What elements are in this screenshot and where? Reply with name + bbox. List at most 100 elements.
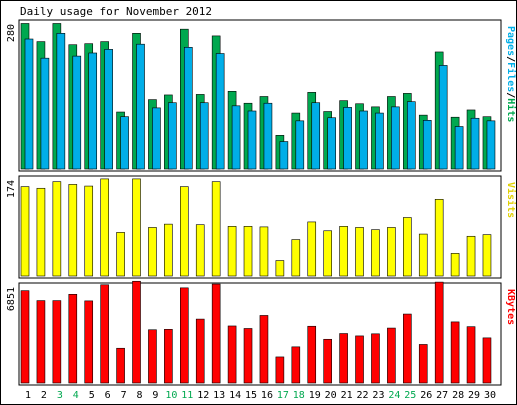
day-label: 10 xyxy=(165,390,177,401)
files-bar xyxy=(136,43,145,170)
day-label: 21 xyxy=(341,390,353,401)
files-bar xyxy=(88,52,98,170)
files-bar xyxy=(247,110,257,170)
chart-title: Daily usage for November 2012 xyxy=(20,5,212,18)
kbytes-bar xyxy=(211,283,221,384)
files-bar xyxy=(263,102,273,170)
files-bar xyxy=(152,107,161,170)
day-label: 27 xyxy=(436,390,448,401)
visits-legend: Visits xyxy=(505,182,517,218)
day-label: 17 xyxy=(277,390,289,401)
files-bar xyxy=(438,65,448,170)
kbytes-bar xyxy=(52,300,62,384)
day-label: 29 xyxy=(468,390,480,401)
day-label: 2 xyxy=(41,390,47,401)
kbytes-bar xyxy=(339,333,348,384)
day-label: 14 xyxy=(229,390,241,401)
day-label: 22 xyxy=(357,390,369,401)
kbytes-bar xyxy=(482,337,492,384)
files-bar xyxy=(486,120,496,170)
visits-bar xyxy=(164,223,173,277)
kbytes-bar xyxy=(403,313,412,384)
kbytes-bar xyxy=(100,284,109,384)
day-label: 11 xyxy=(181,390,193,401)
files-bar xyxy=(104,49,113,170)
files-bar xyxy=(215,53,225,170)
kbytes-bar xyxy=(434,281,444,384)
day-label: 7 xyxy=(121,390,127,401)
visits-bar xyxy=(36,187,46,277)
files-bar xyxy=(391,106,400,170)
day-label: 25 xyxy=(404,390,416,401)
files-bar xyxy=(24,38,34,170)
y-max-label: 6851 xyxy=(6,287,17,311)
visits-bar xyxy=(227,226,237,277)
kbytes-bar xyxy=(418,344,428,384)
day-label: 1 xyxy=(25,390,31,401)
visits-bar xyxy=(180,186,189,277)
visits-bar xyxy=(20,186,30,277)
y-max-label: 174 xyxy=(6,180,17,198)
kbytes-bar xyxy=(116,347,125,384)
legend-pages: Pages xyxy=(505,26,516,56)
visits-bar xyxy=(403,217,412,277)
files-bar xyxy=(375,112,384,170)
visits-bar xyxy=(259,226,269,277)
kbytes-legend: KBytes xyxy=(505,289,516,325)
files-bar xyxy=(168,102,177,170)
files-bar xyxy=(407,101,416,170)
day-label: 30 xyxy=(484,390,496,401)
visits-bar xyxy=(434,199,444,277)
files-bar xyxy=(327,117,336,170)
kbytes-bar xyxy=(291,346,301,384)
visits-bar xyxy=(211,181,221,277)
files-bar xyxy=(184,47,193,170)
day-label: 24 xyxy=(388,390,400,401)
visits-bar xyxy=(482,234,492,277)
legend-separator: / xyxy=(505,56,516,62)
y-max-label: 280 xyxy=(6,24,17,42)
kbytes-bar xyxy=(68,294,78,384)
day-label: 6 xyxy=(105,390,111,401)
hits-files-pages-panel: 280 Pages/Files/Hits xyxy=(6,19,517,172)
files-bar xyxy=(279,141,289,170)
kbytes-bar xyxy=(259,315,269,384)
day-label: 4 xyxy=(73,390,79,401)
files-bar xyxy=(470,117,480,170)
visits-bar xyxy=(371,229,380,277)
visits-bar xyxy=(450,253,460,277)
files-bar xyxy=(56,33,66,170)
kbytes-bar xyxy=(371,333,380,384)
day-label: 28 xyxy=(452,390,464,401)
files-bar xyxy=(199,102,209,170)
day-label: 15 xyxy=(245,390,257,401)
visits-bar xyxy=(466,235,476,277)
day-label: 3 xyxy=(57,390,63,401)
kbytes-bar xyxy=(164,329,173,384)
kbytes-bar xyxy=(387,327,396,384)
visits-bar xyxy=(52,181,62,277)
day-label: 23 xyxy=(372,390,384,401)
files-bar xyxy=(454,126,464,170)
files-bar xyxy=(359,110,368,170)
kbytes-bar xyxy=(243,328,253,384)
visits-bar xyxy=(132,178,141,277)
files-bar xyxy=(422,120,432,170)
legend-hits: Hits xyxy=(505,98,517,122)
visits-bar xyxy=(387,227,396,277)
visits-bar xyxy=(100,178,109,277)
kbytes-bar xyxy=(323,338,332,384)
day-label: 5 xyxy=(89,390,95,401)
day-label: 19 xyxy=(309,390,321,401)
kbytes-bar xyxy=(195,318,205,384)
kbytes-bar xyxy=(84,300,94,384)
kbytes-bar xyxy=(275,356,285,384)
files-bar xyxy=(295,120,305,170)
day-axis-labels: 1 2 3 4 5 6 7 8 9 10 11 12 13 14 15 16 17 18 19 20 21 22 23 24 2… xyxy=(25,390,496,401)
day-label: 16 xyxy=(261,390,273,401)
visits-bar xyxy=(116,232,125,277)
visits-panel: 174 Visits xyxy=(6,175,517,279)
day-label: 12 xyxy=(197,390,209,401)
visits-bar xyxy=(84,185,94,277)
visits-bar xyxy=(307,221,317,277)
